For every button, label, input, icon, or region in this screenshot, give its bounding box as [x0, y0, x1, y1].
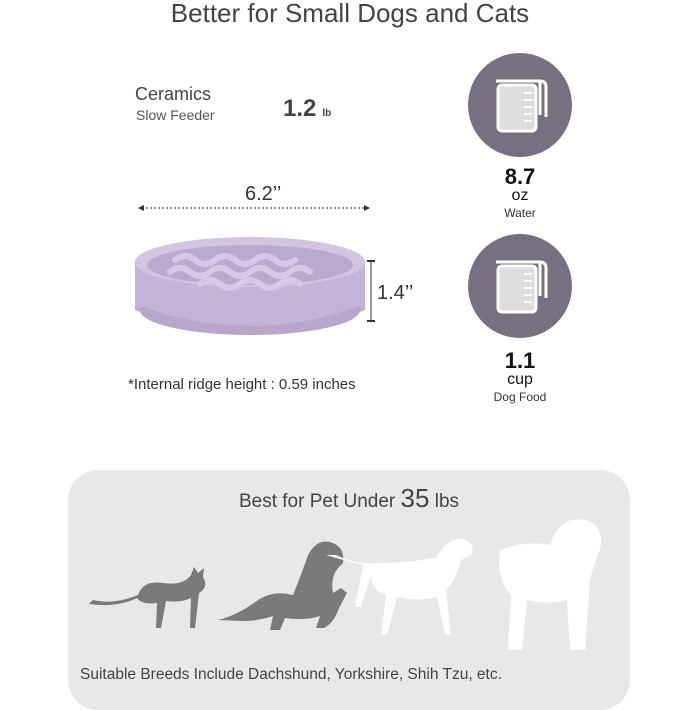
large-dog-icon — [499, 519, 601, 650]
slow-feeder-bowl-image — [135, 237, 365, 335]
height-arrow — [367, 260, 375, 322]
weight-limit: 35 — [400, 483, 430, 513]
capacity-label: Dog Food — [493, 390, 547, 404]
ridge-height-note: *Internal ridge height : 0.59 inches — [128, 376, 356, 393]
width-dimension: 6.2’’ — [245, 183, 282, 205]
capacity-unit: oz — [511, 187, 529, 204]
capacity-label: Water — [504, 206, 536, 220]
capacity-value: 8.7 — [504, 164, 536, 189]
page-title: Better for Small Dogs and Cats — [170, 0, 530, 28]
weight: 1.2 lb — [283, 95, 331, 123]
width-arrow — [138, 205, 370, 211]
pet-silhouettes — [89, 519, 601, 650]
title-suffix: lbs — [429, 491, 460, 512]
capacity-unit: cup — [507, 371, 533, 388]
dachshund-icon — [218, 541, 347, 630]
retriever-icon — [326, 538, 473, 635]
title-prefix: Best for Pet Under — [238, 491, 401, 512]
material-label: Ceramics — [135, 84, 212, 104]
food-capacity: 1.1 cup Dog Food — [440, 348, 600, 405]
height-dimension: 1.4’’ — [377, 282, 414, 304]
capacity-value: 1.1 — [504, 348, 536, 373]
water-capacity: 8.7 oz Water — [440, 164, 600, 221]
measuring-jug-icon — [496, 260, 548, 314]
suitable-breeds: Suitable Breeds Include Dachshund, Yorks… — [80, 666, 502, 683]
cat-icon — [89, 567, 206, 628]
product-type: Slow Feeder — [136, 107, 215, 123]
measuring-jug-icon — [496, 79, 548, 133]
weight-unit: lb — [322, 108, 332, 119]
weight-value: 1.2 — [283, 95, 317, 122]
food-capacity-badge — [468, 234, 572, 338]
water-capacity-badge — [468, 53, 572, 157]
pet-size-title: Best for Pet Under 35 lbs — [68, 483, 630, 514]
